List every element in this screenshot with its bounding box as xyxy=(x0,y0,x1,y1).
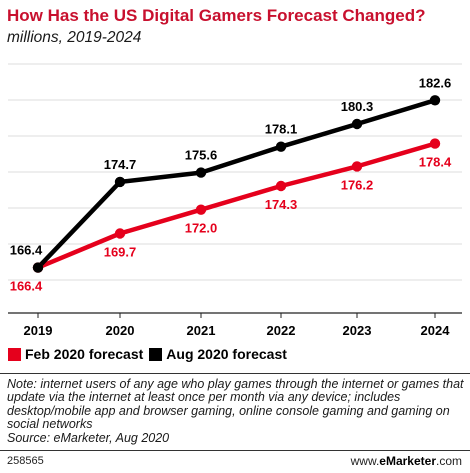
data-label-0-2019: 166.4 xyxy=(10,279,43,294)
footer-divider xyxy=(0,450,470,451)
series-0-point-2023 xyxy=(351,161,363,172)
legend-swatch-aug xyxy=(149,347,163,361)
series-1-point-2023 xyxy=(351,118,363,130)
legend-label-feb: Feb 2020 forecast xyxy=(25,346,144,362)
series-1-point-2021 xyxy=(195,167,207,178)
data-label-1-2024: 182.6 xyxy=(419,75,452,90)
data-label-1-2019: 166.4 xyxy=(10,243,43,258)
data-label-1-2022: 178.1 xyxy=(265,122,298,137)
legend-item-aug: Aug 2020 forecast xyxy=(149,346,287,362)
chart-note: Note: internet users of any age who play… xyxy=(7,377,465,445)
x-tick-label-2022: 2022 xyxy=(267,323,296,338)
brand-suffix: .com xyxy=(435,454,462,468)
brand-logo[interactable]: www.eMarketer.com xyxy=(351,454,462,468)
x-tick-label-2024: 2024 xyxy=(421,323,451,338)
series-0-point-2022 xyxy=(275,180,287,192)
data-label-0-2021: 172.0 xyxy=(185,221,218,236)
data-label-0-2024: 178.4 xyxy=(419,155,452,170)
series-1-point-2024 xyxy=(429,95,441,106)
x-tick-label-2021: 2021 xyxy=(187,323,216,338)
series-line-1 xyxy=(36,98,436,270)
legend-label-aug: Aug 2020 forecast xyxy=(166,346,287,362)
data-label-0-2020: 169.7 xyxy=(104,245,137,260)
chart-legend: Feb 2020 forecast Aug 2020 forecast xyxy=(8,346,293,362)
brand-name: eMarketer xyxy=(379,454,436,468)
source-text: Source: eMarketer, Aug 2020 xyxy=(7,430,170,445)
data-label-0-2023: 176.2 xyxy=(341,177,374,192)
series-1-point-2022 xyxy=(275,141,287,152)
data-label-1-2021: 175.6 xyxy=(185,148,218,163)
series-0-point-2021 xyxy=(195,204,207,215)
legend-item-feb: Feb 2020 forecast xyxy=(8,346,143,362)
note-divider xyxy=(0,373,470,374)
chart-id: 258565 xyxy=(7,455,44,467)
note-text: Note: internet users of any age who play… xyxy=(7,377,464,432)
chart-title: How Has the US Digital Gamers Forecast C… xyxy=(7,6,426,25)
series-1-point-2019 xyxy=(32,262,44,273)
x-tick-label-2020: 2020 xyxy=(106,323,135,338)
data-label-1-2020: 174.7 xyxy=(104,157,137,172)
series-0-point-2024 xyxy=(429,138,441,149)
line-chart: 2019 2020 2021 2022 2023 2024 166.4 169.7 172.0 1… xyxy=(8,63,462,338)
x-tick-label-2019: 2019 xyxy=(24,323,53,338)
series-0-point-2020 xyxy=(114,228,126,239)
data-label-0-2022: 174.3 xyxy=(265,197,298,212)
data-label-1-2023: 180.3 xyxy=(341,99,374,114)
x-tick-label-2023: 2023 xyxy=(343,323,372,338)
series-line-0 xyxy=(37,141,436,270)
series-1-point-2020 xyxy=(114,176,126,188)
chart-subtitle: millions, 2019-2024 xyxy=(7,29,142,46)
legend-swatch-feb xyxy=(8,347,21,361)
brand-prefix: www. xyxy=(350,454,380,468)
